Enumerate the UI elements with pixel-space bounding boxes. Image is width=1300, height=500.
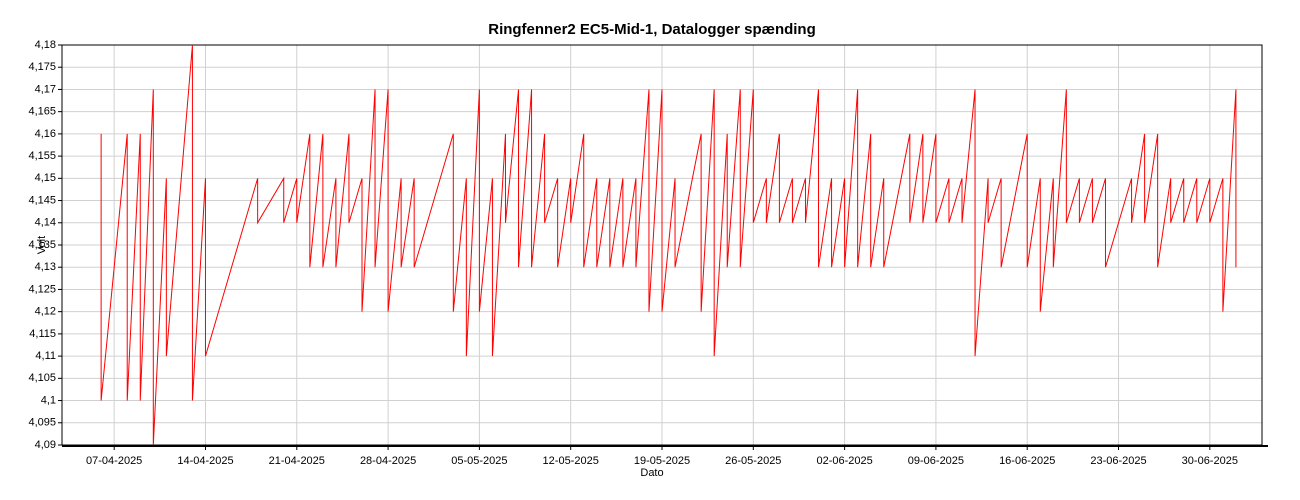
y-tick-label: 4,12 xyxy=(35,306,56,318)
y-tick-label: 4,17 xyxy=(35,83,56,95)
y-tick-label: 4,1 xyxy=(41,394,56,406)
y-tick-label: 4,145 xyxy=(28,194,56,206)
x-tick-label: 14-04-2025 xyxy=(177,455,233,467)
y-tick-label: 4,14 xyxy=(35,217,56,229)
y-tick-label: 4,13 xyxy=(35,261,56,273)
x-tick-label: 12-05-2025 xyxy=(543,455,599,467)
y-tick-label: 4,115 xyxy=(29,328,56,340)
x-tick-label: 26-05-2025 xyxy=(725,455,781,467)
y-tick-label: 4,165 xyxy=(28,106,56,118)
y-tick-label: 4,105 xyxy=(28,372,56,384)
x-tick-label: 07-04-2025 xyxy=(86,455,142,467)
y-tick-label: 4,11 xyxy=(35,350,56,362)
x-tick-label: 02-06-2025 xyxy=(816,455,872,467)
y-tick-label: 4,15 xyxy=(35,172,56,184)
chart-title: Ringfenner2 EC5-Mid-1, Datalogger spændi… xyxy=(488,21,816,38)
y-tick-label: 4,155 xyxy=(28,150,56,162)
x-tick-label: 19-05-2025 xyxy=(634,455,690,467)
x-tick-label: 05-05-2025 xyxy=(451,455,507,467)
x-tick-label: 30-06-2025 xyxy=(1182,455,1238,467)
x-tick-label: 28-04-2025 xyxy=(360,455,416,467)
data-line xyxy=(100,44,1237,446)
y-axis-label: Volt xyxy=(36,236,48,254)
y-tick-label: 4,135 xyxy=(28,239,56,251)
y-tick-label: 4,16 xyxy=(35,128,56,140)
x-axis-label: Dato xyxy=(640,467,663,479)
y-tick-label: 4,09 xyxy=(35,439,56,451)
y-tick-label: 4,18 xyxy=(35,39,56,51)
y-tick-label: 4,175 xyxy=(28,61,56,73)
x-tick-label: 16-06-2025 xyxy=(999,455,1055,467)
y-tick-label: 4,125 xyxy=(28,283,56,295)
x-tick-label: 09-06-2025 xyxy=(908,455,964,467)
y-tick-label: 4,095 xyxy=(28,417,56,429)
x-tick-label: 23-06-2025 xyxy=(1090,455,1146,467)
x-tick-label: 21-04-2025 xyxy=(269,455,325,467)
